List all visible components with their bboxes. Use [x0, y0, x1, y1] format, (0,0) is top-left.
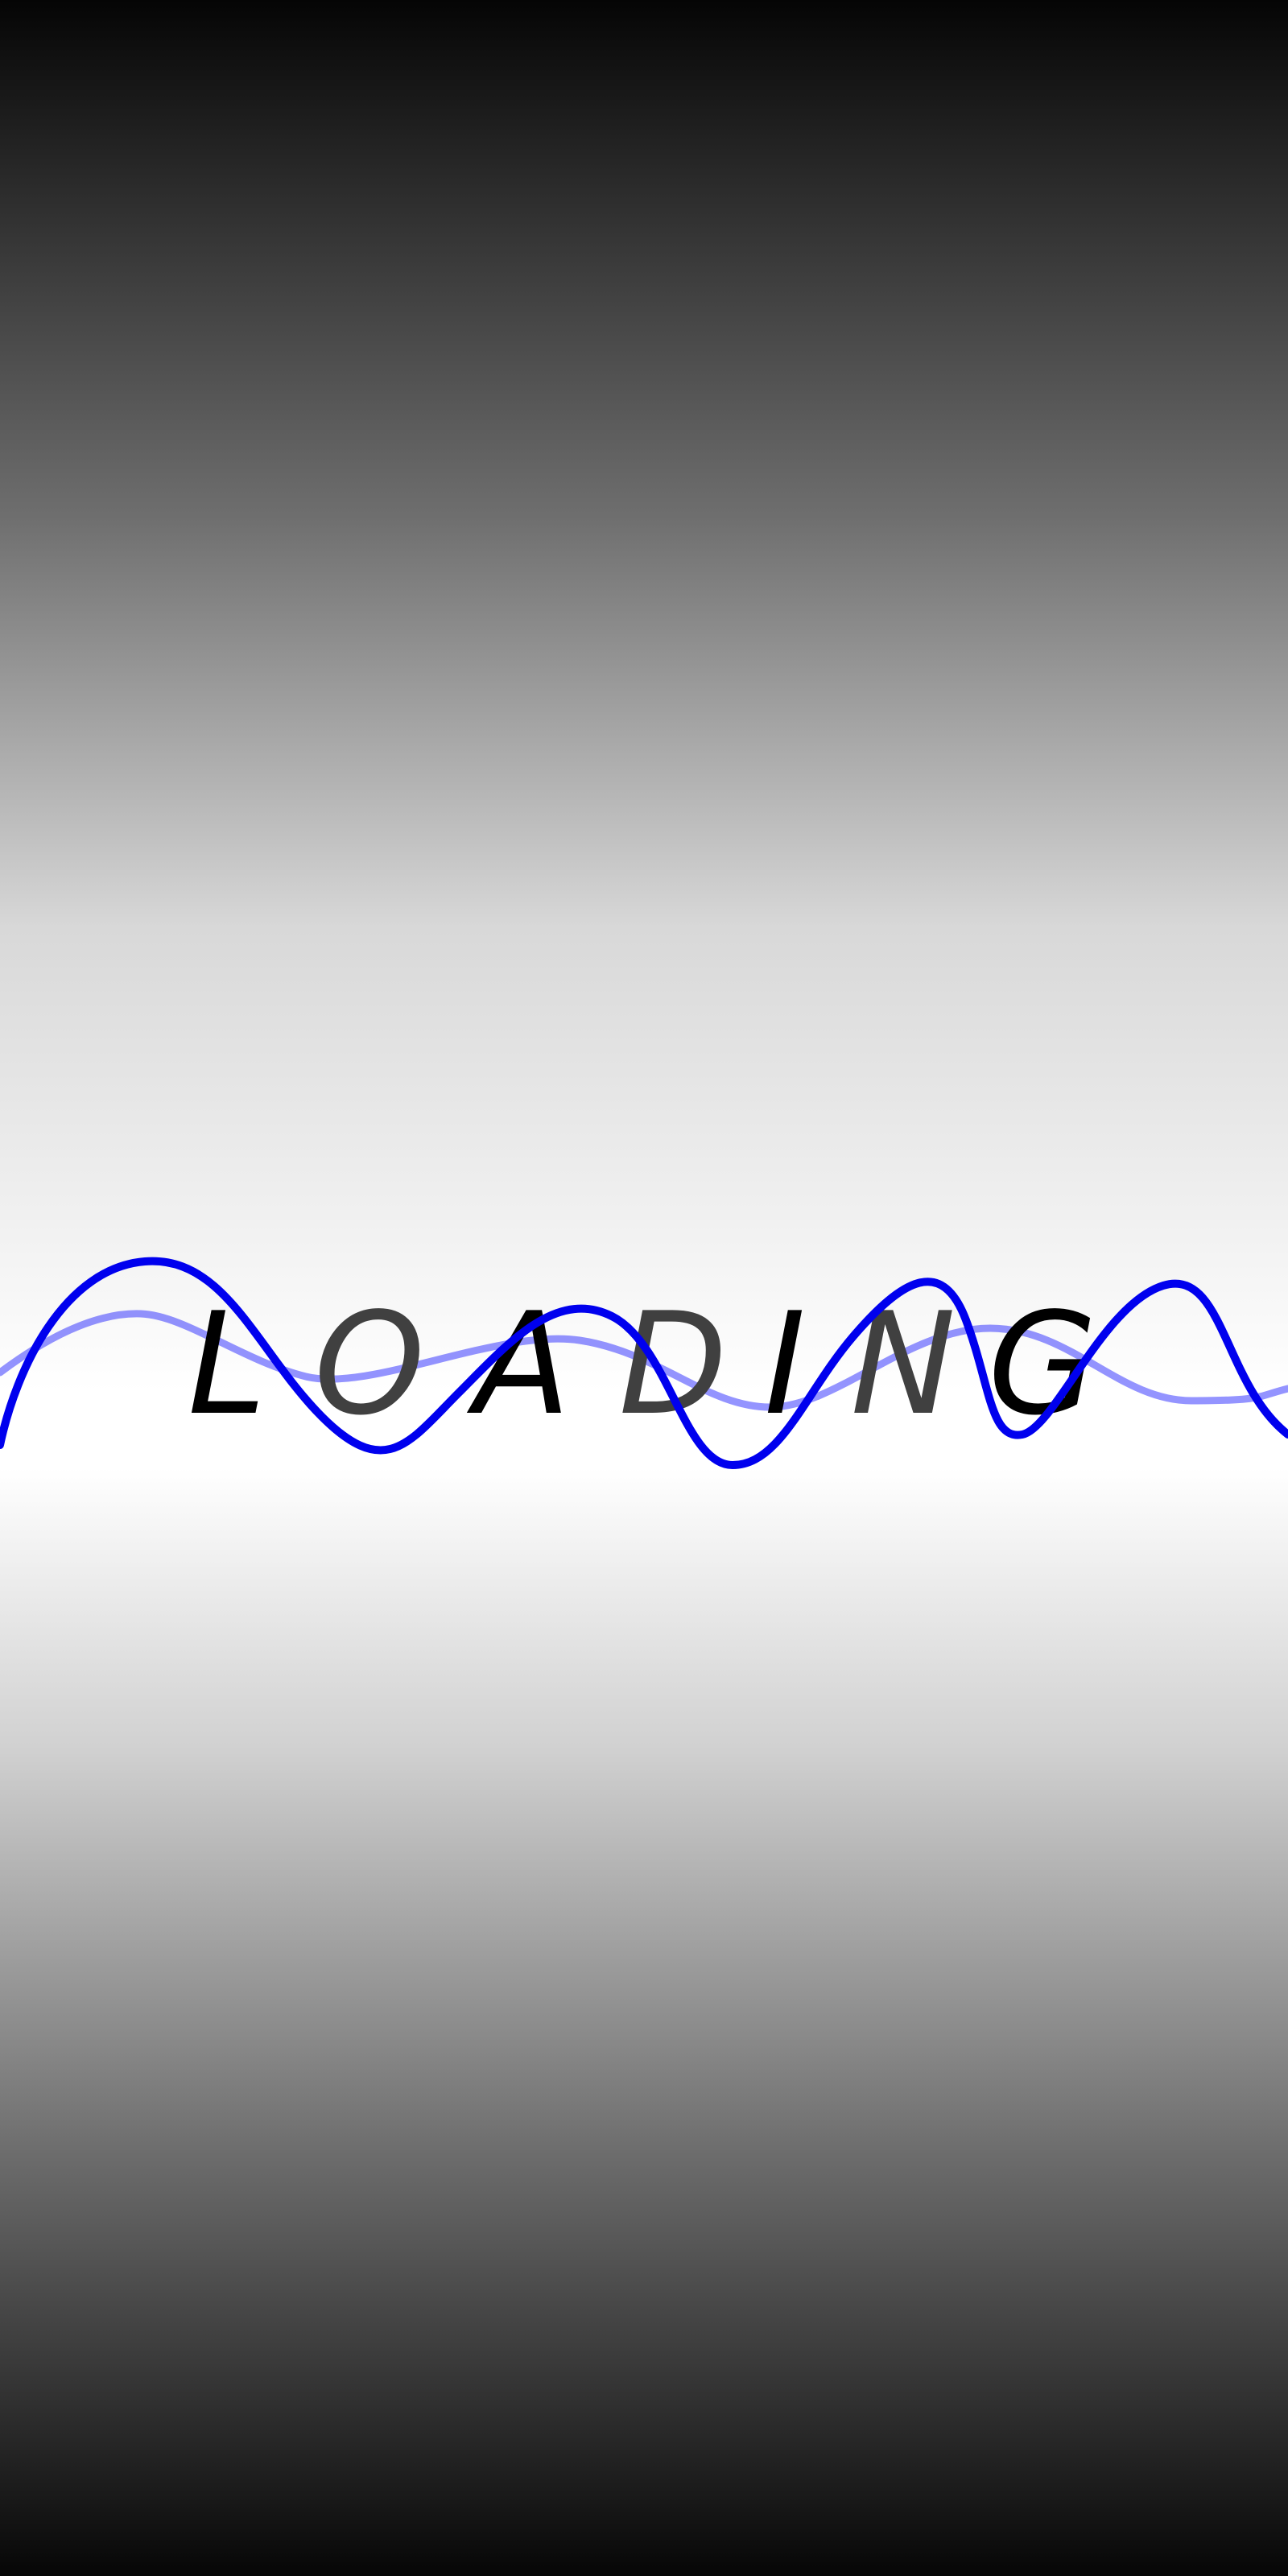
- loading-letter: N: [851, 1283, 956, 1447]
- faint-wave: [0, 1310, 1288, 1411]
- loading-letter: I: [764, 1283, 806, 1447]
- loading-letter: O: [314, 1283, 425, 1447]
- wave: [0, 1257, 1288, 1470]
- loading-letter: L: [188, 1283, 266, 1447]
- loading-letter: D: [619, 1283, 728, 1447]
